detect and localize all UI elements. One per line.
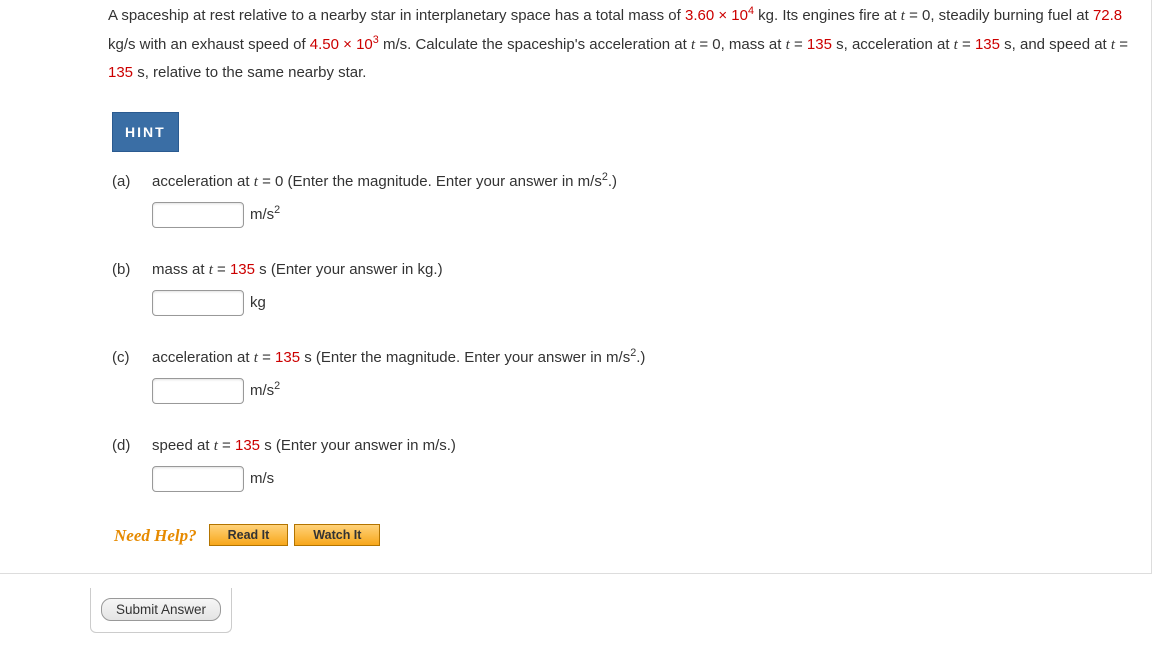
text: s, and speed at bbox=[1000, 36, 1111, 53]
text: = bbox=[958, 36, 975, 53]
text: = 0, mass at bbox=[695, 36, 785, 53]
exhaust-value: 4.50 × 103 bbox=[310, 36, 379, 53]
text: = bbox=[790, 36, 807, 53]
text: kg. Its engines fire at bbox=[754, 7, 901, 24]
problem-statement: A spaceship at rest relative to a nearby… bbox=[90, 0, 1151, 98]
part-c-input[interactable] bbox=[152, 378, 244, 404]
submit-region: Submit Answer bbox=[90, 574, 1170, 633]
part-c-unit: m/s2 bbox=[250, 379, 280, 403]
question-container: A spaceship at rest relative to a nearby… bbox=[0, 0, 1152, 574]
watch-it-button[interactable]: Watch It bbox=[294, 524, 380, 546]
t135: 135 bbox=[807, 36, 832, 53]
part-a: (a) acceleration at t = 0 (Enter the mag… bbox=[112, 170, 1151, 228]
part-c: (c) acceleration at t = 135 s (Enter the… bbox=[112, 346, 1151, 404]
part-d-unit: m/s bbox=[250, 467, 274, 491]
part-b: (b) mass at t = 135 s (Enter your answer… bbox=[112, 258, 1151, 316]
part-d-label: (d) bbox=[112, 434, 152, 458]
part-d: (d) speed at t = 135 s (Enter your answe… bbox=[112, 434, 1151, 492]
text: = 0, steadily burning fuel at bbox=[905, 7, 1093, 24]
help-row: Need Help? Read It Watch It bbox=[114, 522, 1151, 549]
text: kg/s with an exhaust speed of bbox=[108, 36, 310, 53]
part-d-input[interactable] bbox=[152, 466, 244, 492]
text: m/s. Calculate the spaceship's accelerat… bbox=[379, 36, 691, 53]
read-it-button[interactable]: Read It bbox=[209, 524, 289, 546]
part-d-prompt: speed at t = 135 s (Enter your answer in… bbox=[152, 434, 1151, 458]
mass-value: 3.60 × 104 bbox=[685, 7, 754, 24]
part-a-input[interactable] bbox=[152, 202, 244, 228]
submit-answer-button[interactable]: Submit Answer bbox=[101, 598, 221, 621]
hint-button[interactable]: HINT bbox=[112, 112, 179, 152]
part-a-label: (a) bbox=[112, 170, 152, 194]
t135: 135 bbox=[975, 36, 1000, 53]
part-c-prompt: acceleration at t = 135 s (Enter the mag… bbox=[152, 346, 1151, 370]
t135: 135 bbox=[108, 64, 133, 81]
need-help-label: Need Help? bbox=[114, 522, 197, 549]
part-a-prompt: acceleration at t = 0 (Enter the magnitu… bbox=[152, 170, 1151, 194]
part-b-input[interactable] bbox=[152, 290, 244, 316]
text: A spaceship at rest relative to a nearby… bbox=[108, 7, 685, 24]
text: = bbox=[1115, 36, 1128, 53]
submit-container: Submit Answer bbox=[90, 588, 232, 633]
parts-list: (a) acceleration at t = 0 (Enter the mag… bbox=[90, 162, 1151, 492]
burn-rate: 72.8 bbox=[1093, 7, 1122, 24]
part-b-prompt: mass at t = 135 s (Enter your answer in … bbox=[152, 258, 1151, 282]
part-c-label: (c) bbox=[112, 346, 152, 370]
text: s, acceleration at bbox=[832, 36, 954, 53]
part-b-label: (b) bbox=[112, 258, 152, 282]
part-b-unit: kg bbox=[250, 291, 266, 315]
part-a-unit: m/s2 bbox=[250, 203, 280, 227]
text: s, relative to the same nearby star. bbox=[133, 64, 366, 81]
